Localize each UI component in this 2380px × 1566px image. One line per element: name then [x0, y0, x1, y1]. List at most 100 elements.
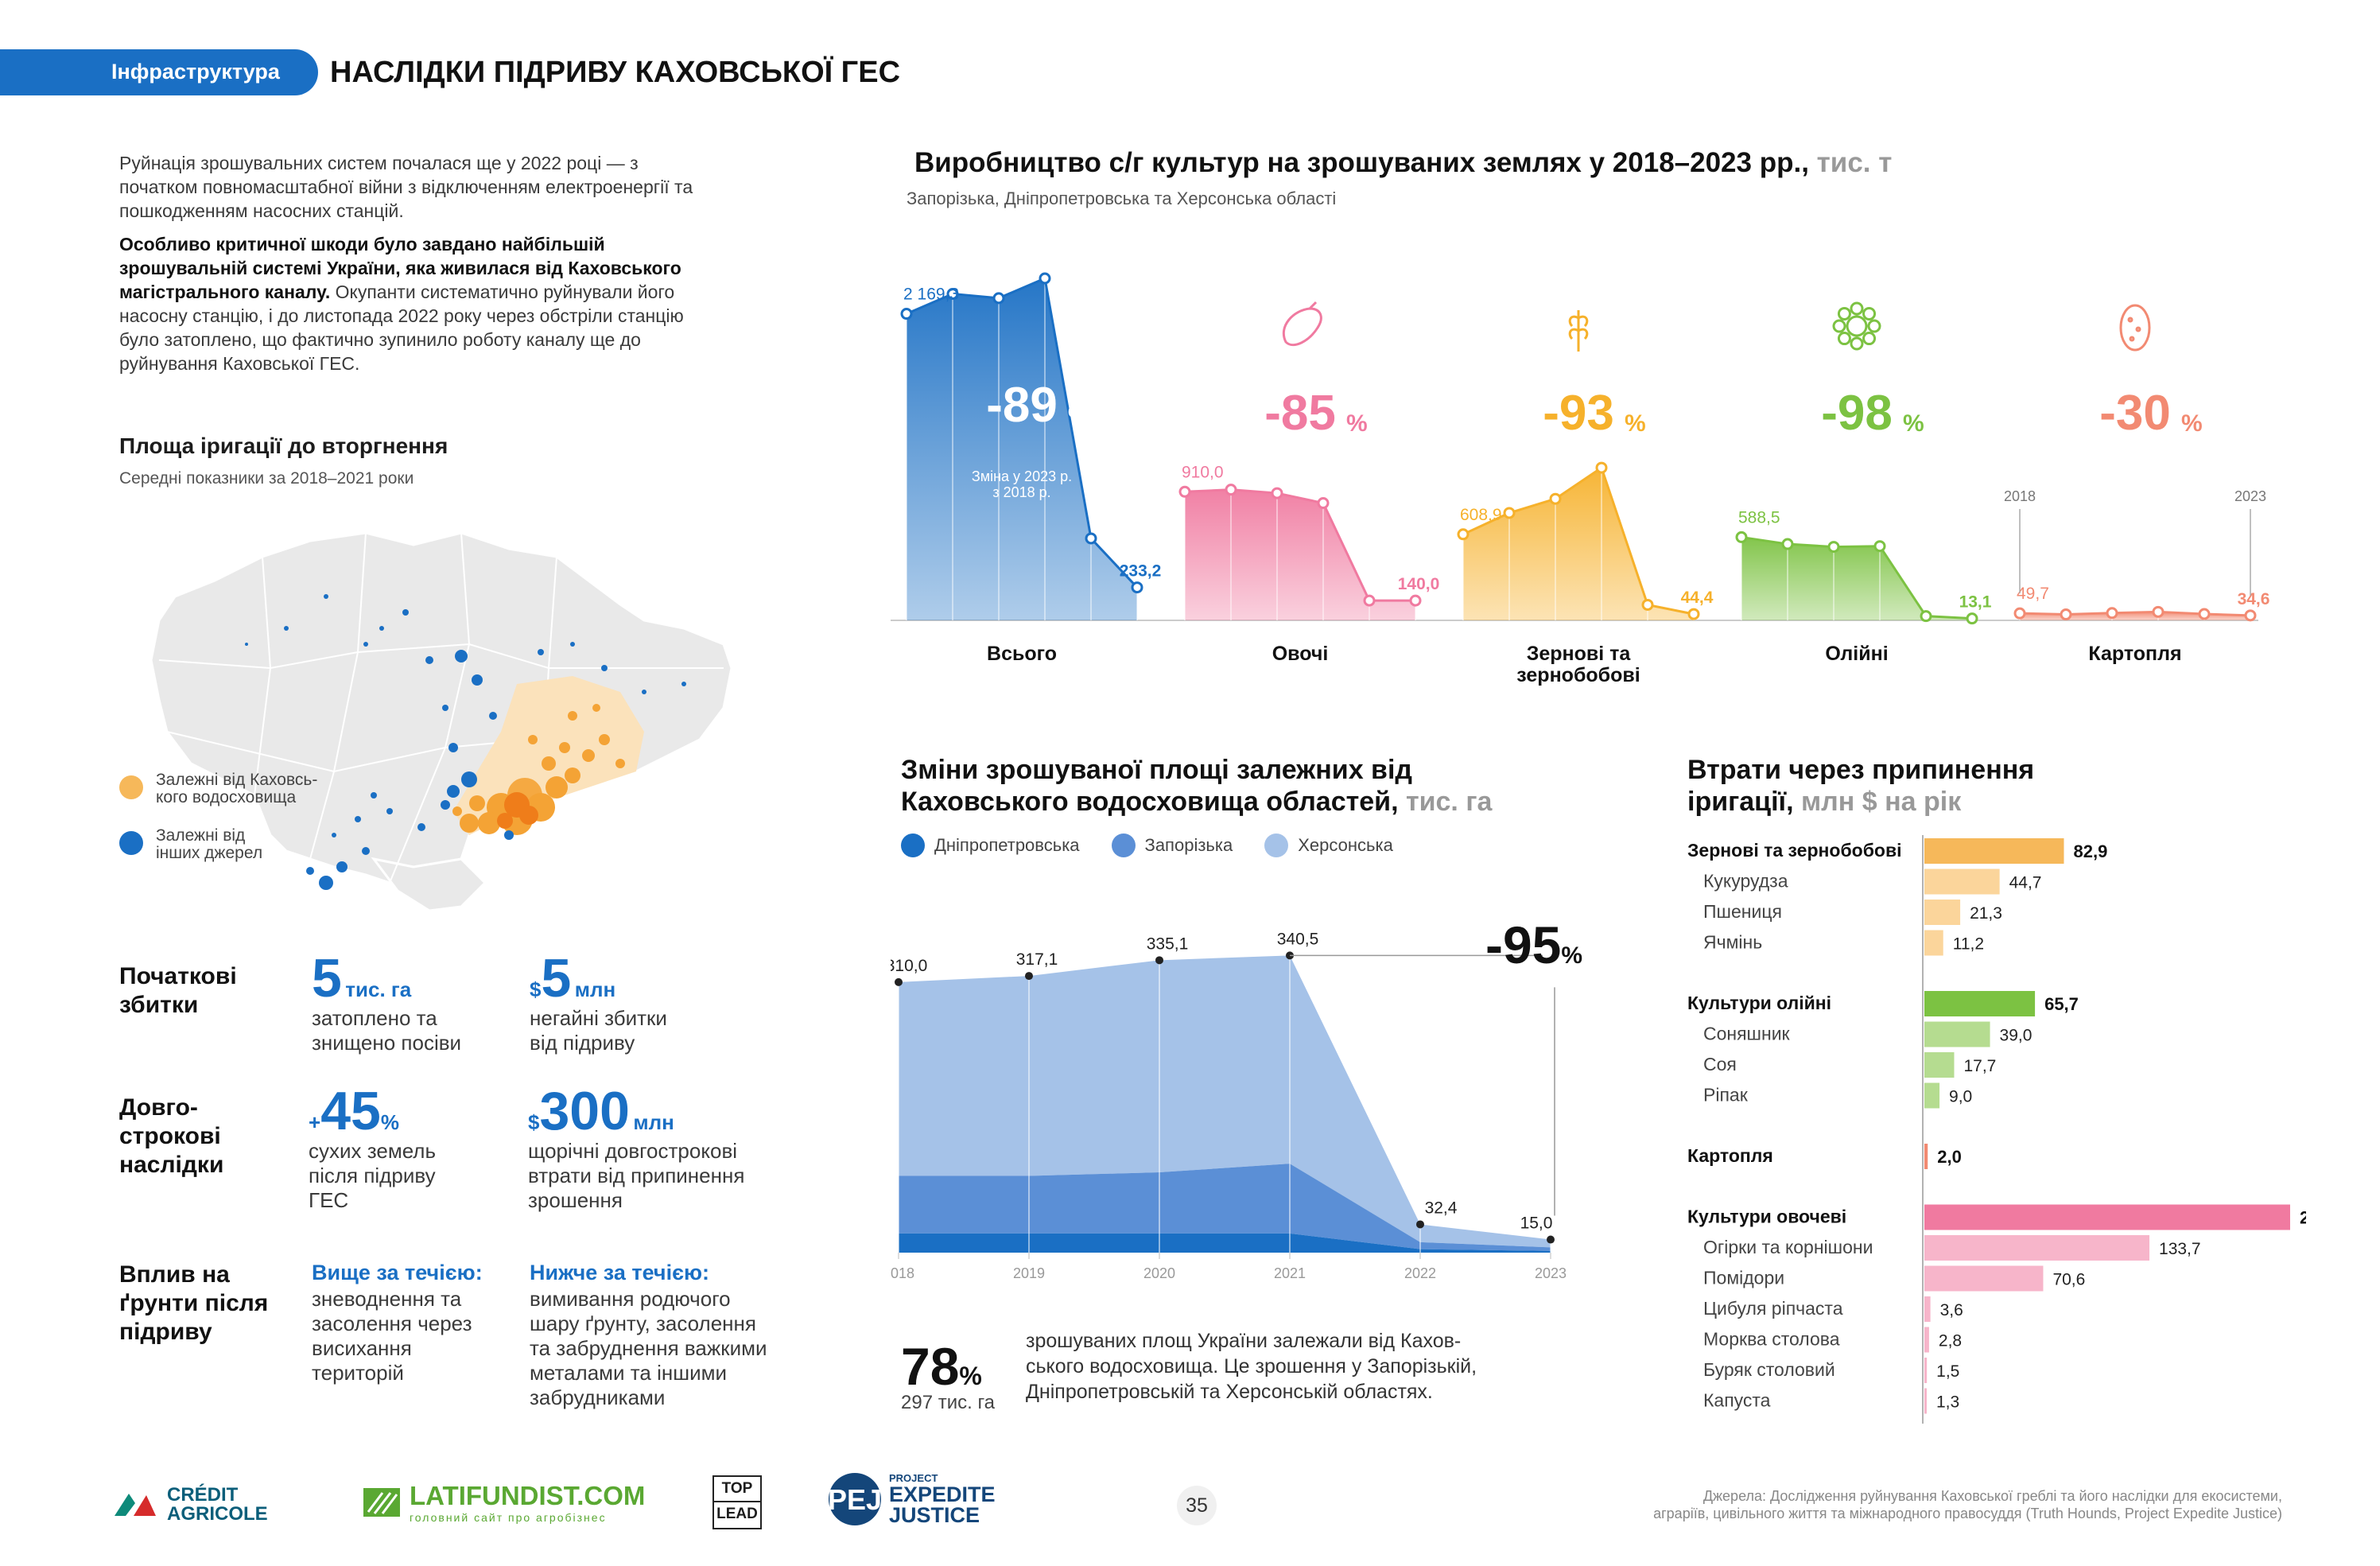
svg-text:PEJ: PEJ: [828, 1483, 882, 1516]
area-legend-item-1: Запорізька: [1111, 834, 1233, 857]
sunflower-petal-1: [1862, 332, 1877, 346]
loss-item-value-0-0: 44,7: [2009, 874, 2042, 892]
production-point-2-3: [1595, 461, 1608, 474]
production-last-label-0: 233,2: [1120, 562, 1162, 581]
potato-eye-1: [2127, 317, 2133, 323]
area-point-2: [1155, 956, 1163, 965]
crimea-outline: [371, 857, 487, 912]
loss-item-label-3-3: Морква столова: [1703, 1329, 1840, 1350]
loss-item-bar-3-0: [1924, 1235, 2150, 1261]
kpi-annual-line2: втрати від припинення: [528, 1164, 745, 1187]
production-point-3-2: [1827, 541, 1840, 554]
intro-text: Руйнація зрошувальних систем почалася ще…: [119, 151, 708, 375]
production-point-4-5: [2244, 609, 2257, 622]
area-total-label-0: 310,0: [891, 957, 927, 975]
potato-icon: [2119, 304, 2151, 352]
area-change: -95%: [1485, 915, 1582, 975]
longterm-label-3: наслідки: [119, 1152, 224, 1178]
loss-item-bar-3-4: [1924, 1358, 1928, 1383]
production-change-3: -98: [1821, 386, 1893, 441]
other-source-dots: [245, 594, 686, 890]
logo2-sub: головний сайт про агробізнес: [410, 1511, 607, 1524]
kpi-dry-prefix: +: [309, 1110, 321, 1134]
initial-label-2: збитки: [119, 992, 199, 1018]
kpi-annual-unit: млн: [633, 1110, 674, 1134]
kpi-immediate-line2: від підриву: [530, 1031, 635, 1055]
loss-item-label-1-0: Соняшник: [1703, 1024, 1791, 1044]
kpi-flooded-unit: тис. га: [345, 977, 412, 1001]
production-point-0-0: [900, 308, 913, 321]
loss-group-label-2: Картопля: [1687, 1145, 1773, 1166]
intro-paragraph-1: Руйнація зрошувальних систем почалася ще…: [119, 153, 693, 221]
production-change-1: -85: [1264, 386, 1336, 441]
latifundist-icon: [363, 1488, 400, 1517]
upstream-line2: засолення через: [312, 1311, 472, 1335]
ukraine-map: [149, 531, 733, 912]
production-point-0-2: [992, 292, 1005, 305]
longterm-label-2: строкові: [119, 1123, 221, 1149]
production-point-0-5: [1131, 581, 1143, 594]
loss-item-bar-0-1: [1924, 900, 1961, 925]
soil-label-1: Вплив на: [119, 1261, 230, 1288]
kakhovka-dots: [452, 704, 625, 835]
logo1-line1: CRÉDIT: [167, 1484, 239, 1506]
loss-item-label-0-1: Пшениця: [1703, 901, 1782, 922]
intro-rest: Окупанти систематично руйнували його нас…: [119, 282, 684, 374]
logo3-line1: TOP: [714, 1477, 760, 1502]
loss-group-bar-0: [1924, 838, 2064, 864]
production-line-1: [1184, 488, 1415, 602]
loss-item-value-3-0: 133,7: [2159, 1240, 2201, 1258]
production-last-label-1: 140,0: [1398, 575, 1440, 593]
area-legend-item-2: Херсонська: [1264, 834, 1393, 857]
longterm-label-1: Довго-: [119, 1094, 198, 1121]
downstream-line5: забрудниками: [530, 1385, 666, 1409]
kpi-annual-line3: зрошення: [528, 1188, 623, 1212]
losses-title-line1: Втрати через припинення: [1687, 755, 2035, 785]
area-legend-dot-1: [1111, 834, 1136, 857]
upstream-text: зневоднення та засолення через висихання…: [312, 1287, 483, 1385]
area-layer-Запорізька: [899, 1164, 1551, 1251]
area-year-3: 2021: [1274, 1265, 1306, 1281]
expedite-justice-icon: PEJ: [828, 1473, 882, 1525]
legend-label-kakhovka-line1: Залежні від Каховсь-: [156, 771, 318, 789]
wheat-icon: [1568, 310, 1589, 352]
sunflower-center: [1846, 315, 1868, 337]
stat78-unit: %: [959, 1362, 982, 1390]
loss-item-value-1-1: 17,7: [1963, 1057, 1996, 1075]
area-total-label-3: 340,5: [1277, 930, 1319, 948]
eggplant-icon: [1282, 307, 1322, 347]
upstream-line4: територій: [312, 1361, 404, 1385]
area-legend-dot-0: [901, 834, 925, 857]
year-end-label: 2023: [2234, 488, 2266, 504]
logo1-line2: AGRICOLE: [167, 1503, 268, 1525]
area-year-4: 2022: [1404, 1265, 1436, 1281]
kpi-dry-line2: після підриву: [309, 1164, 436, 1187]
production-point-1-0: [1178, 485, 1191, 498]
map-subtitle: Середні показники за 2018–2021 роки: [119, 469, 414, 488]
production-area-3: [1741, 537, 1972, 620]
kpi-dry-unit: %: [380, 1110, 399, 1134]
kpi-immediate-prefix: $: [530, 977, 542, 1001]
loss-item-label-0-0: Кукурудза: [1703, 871, 1788, 892]
area-point-4: [1416, 1220, 1424, 1229]
crop-icon-1: [1282, 301, 1322, 347]
production-title-text: Виробництво с/г культур на зрошуваних зе…: [914, 147, 1809, 178]
downstream-title: Нижче за течією:: [530, 1261, 710, 1284]
area-legend-label-0: Дніпропетровська: [934, 835, 1080, 855]
production-change-unit-3: %: [1903, 410, 1924, 437]
eggplant-stem: [1308, 301, 1318, 310]
production-line-2: [1462, 465, 1695, 616]
downstream-line3: та забруднення важкими: [530, 1336, 767, 1360]
soil-upstream: Вище за течією: зневоднення та засолення…: [312, 1261, 483, 1385]
production-unit: тис. т: [1816, 147, 1893, 178]
area-legend-item-0: Дніпропетровська: [901, 834, 1080, 857]
logo-expedite-justice: PEJ PROJECT EXPEDITE JUSTICE: [827, 1471, 996, 1527]
loss-item-label-3-0: Огірки та корнішони: [1703, 1237, 1873, 1257]
logo4-line1: PROJECT: [889, 1472, 938, 1484]
area-total-label-1: 317,1: [1016, 950, 1058, 969]
kpi-flooded: 5 тис. га затоплено та знищено посіви: [312, 950, 461, 1055]
kpi-dry-line1: сухих земель: [309, 1139, 437, 1163]
upstream-line1: зневоднення та: [312, 1287, 462, 1311]
crop-icon-4: [2119, 304, 2151, 352]
intro-paragraph-2: Особливо критичної шкоди було завдано на…: [119, 232, 708, 375]
